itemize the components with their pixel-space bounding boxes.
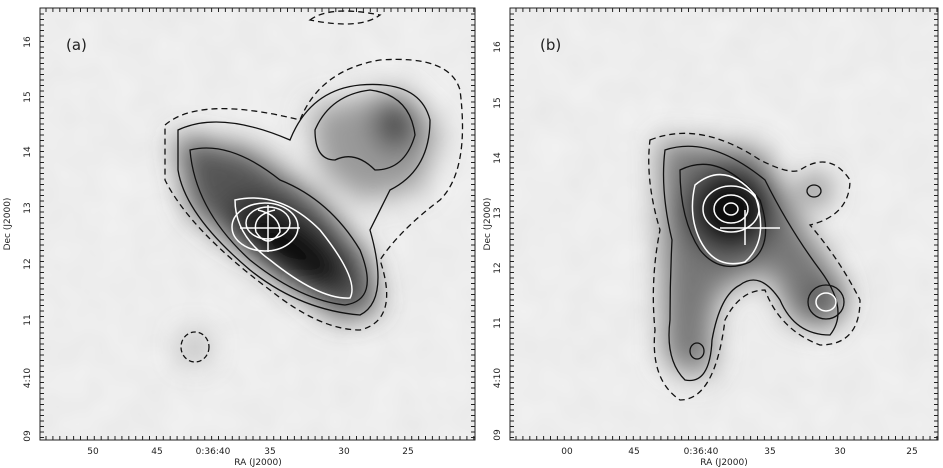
x-tick-label: 0:36:40 [196, 447, 231, 457]
y-tick-label: 12 [493, 262, 503, 273]
y-tick-label: 11 [493, 317, 503, 328]
panel-label: (b) [540, 36, 561, 54]
x-tick-label: 45 [151, 447, 162, 457]
y-tick-label: 15 [493, 97, 503, 108]
panel-label: (a) [66, 36, 87, 54]
y-tick-label: 16 [493, 41, 503, 53]
y-tick-label: 4:10 [23, 368, 33, 388]
x-tick-label: 30 [338, 447, 350, 457]
panel-b-image [510, 8, 938, 440]
x-tick-label: 25 [906, 447, 917, 457]
y-tick-label: 11 [23, 314, 33, 325]
x-tick-label: 50 [87, 447, 99, 457]
x-tick-label: 00 [561, 447, 573, 457]
x-tick-label: 35 [764, 447, 775, 457]
y-tick-label: 15 [23, 91, 33, 102]
panel-a-frame [39, 7, 476, 441]
y-tick-label: 09 [23, 430, 33, 442]
x-tick-label: 0:36:40 [684, 447, 719, 457]
y-axis-label: Dec (J2000) [483, 198, 493, 251]
axis-ticks [40, 8, 938, 440]
panel-a-image [40, 8, 475, 440]
y-tick-label: 14 [493, 152, 503, 164]
x-tick-label: 30 [834, 447, 846, 457]
y-tick-label: 13 [23, 202, 33, 213]
y-tick-label: 4:10 [493, 368, 503, 388]
panel-b-frame [509, 7, 939, 441]
y-tick-label: 12 [23, 258, 33, 269]
y-tick-label: 09 [493, 429, 503, 441]
y-tick-label: 16 [23, 36, 33, 48]
y-tick-label: 13 [493, 207, 503, 218]
x-axis-label: RA (J2000) [700, 458, 748, 468]
y-tick-label: 14 [23, 146, 33, 158]
x-tick-label: 25 [402, 447, 413, 457]
x-tick-label: 35 [264, 447, 275, 457]
x-tick-label: 45 [628, 447, 639, 457]
y-axis-label: Dec (J2000) [3, 198, 13, 251]
x-axis-label: RA (J2000) [234, 458, 282, 468]
